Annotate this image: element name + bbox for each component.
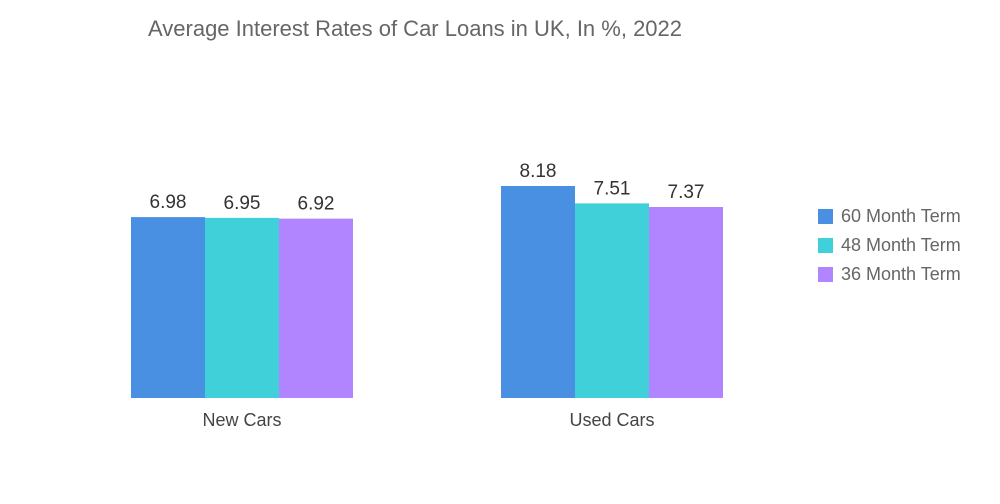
bar-used-cars-60-month-term	[501, 186, 575, 398]
bar-new-cars-36-month-term	[279, 218, 353, 398]
data-label-new-cars-36-month-term: 6.92	[298, 194, 335, 215]
x-tick-label-new-cars: New Cars	[202, 410, 281, 430]
legend-swatch-48-month	[818, 238, 833, 253]
legend-item-48-month: 48 Month Term	[818, 231, 961, 260]
legend: 60 Month Term 48 Month Term 36 Month Ter…	[818, 202, 961, 289]
bar-new-cars-48-month-term	[205, 217, 279, 398]
data-label-new-cars-60-month-term: 6.98	[150, 192, 187, 213]
data-label-used-cars-36-month-term: 7.37	[668, 182, 705, 203]
bar-new-cars-60-month-term	[131, 217, 205, 398]
x-tick-label-used-cars: Used Cars	[569, 410, 654, 430]
legend-swatch-60-month	[818, 209, 833, 224]
legend-label-36-month: 36 Month Term	[841, 264, 961, 284]
legend-item-60-month: 60 Month Term	[818, 202, 961, 231]
data-label-new-cars-48-month-term: 6.95	[224, 193, 261, 214]
legend-swatch-36-month	[818, 267, 833, 282]
data-label-used-cars-60-month-term: 8.18	[520, 161, 557, 182]
chart-title: Average Interest Rates of Car Loans in U…	[148, 16, 683, 41]
legend-label-48-month: 48 Month Term	[841, 235, 961, 255]
bar-used-cars-36-month-term	[649, 206, 723, 398]
legend-item-36-month: 36 Month Term	[818, 260, 961, 289]
bar-used-cars-48-month-term	[575, 203, 649, 398]
legend-label-60-month: 60 Month Term	[841, 206, 961, 226]
data-label-used-cars-48-month-term: 7.51	[594, 178, 631, 199]
